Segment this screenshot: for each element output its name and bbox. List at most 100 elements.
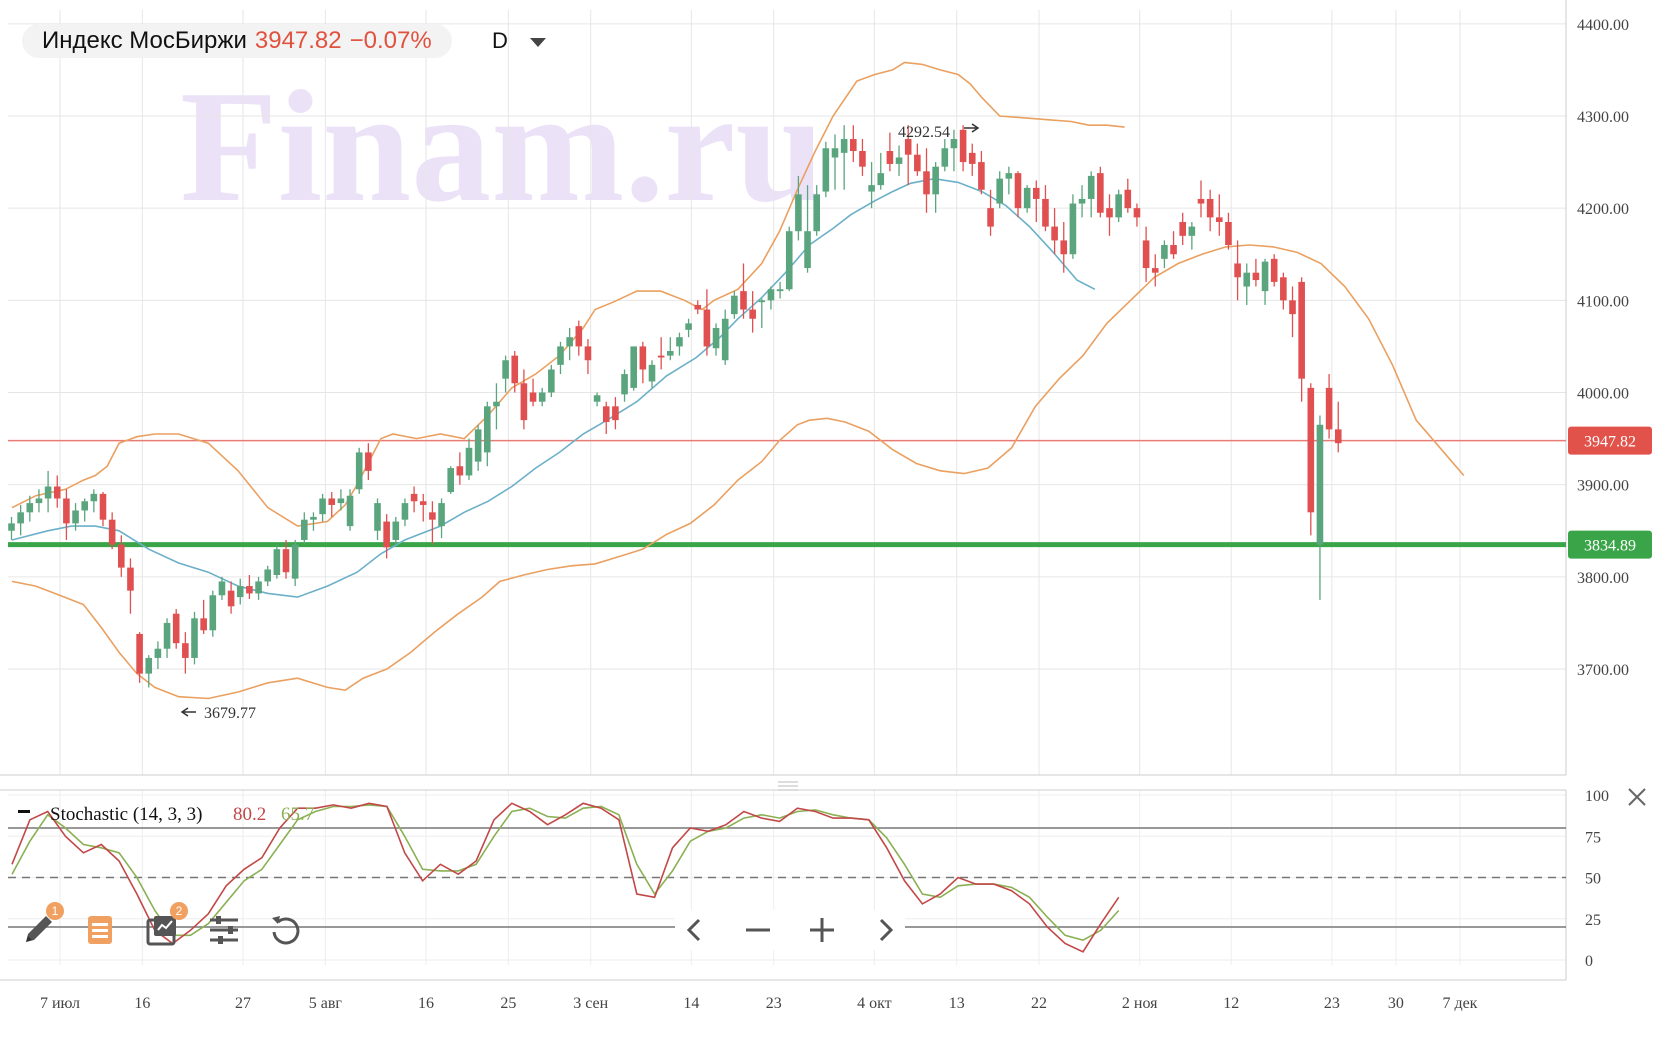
candle-down [282, 549, 290, 573]
candle-up [474, 429, 482, 462]
time-tick-label: 7 июл [40, 995, 80, 1012]
candle-down [1216, 217, 1223, 222]
low-label: 3679.77 [204, 705, 256, 722]
candle-down [108, 519, 116, 545]
candle-up [731, 295, 738, 315]
drawing-toolbar: 1 2 [18, 902, 306, 950]
time-tick-label: 16 [418, 995, 434, 1012]
candle-up [502, 360, 509, 379]
candle-up [676, 337, 683, 347]
candle-down [99, 493, 107, 520]
settings-tool-button[interactable] [204, 910, 244, 950]
candle-up [776, 289, 784, 292]
price-tick-label: 4300.00 [1577, 109, 1629, 126]
candle-up [630, 346, 637, 388]
time-tick-label: 25 [500, 995, 516, 1012]
candle-down [1270, 258, 1278, 282]
price-badge-support-label: 3834.89 [1584, 538, 1636, 555]
time-tick-label: 14 [683, 995, 699, 1012]
candle-up [758, 300, 766, 303]
candle-up [273, 549, 281, 575]
candle-down [182, 643, 189, 658]
bollinger-upper-line [11, 61, 1125, 527]
instrument-header[interactable]: Индекс МосБиржи 3947.82 −0.07% [22, 24, 452, 58]
zoom-in-icon[interactable] [802, 910, 842, 950]
time-tick-label: 30 [1388, 995, 1404, 1012]
candle-down [383, 521, 390, 548]
candle-down [328, 498, 336, 505]
stochastic-d-value: 65.7 [281, 804, 314, 825]
chevron-left-icon[interactable] [675, 910, 715, 950]
candle-down [1014, 173, 1022, 209]
candle-up [17, 512, 24, 524]
candle-down [1170, 245, 1177, 255]
candle-up [145, 657, 153, 674]
price-tick-label: 4100.00 [1577, 293, 1629, 310]
candle-up [447, 468, 454, 493]
layers-tool-button[interactable]: 2 [142, 902, 188, 950]
candle-up [154, 648, 162, 658]
candle-up [90, 493, 98, 502]
candle-down [978, 162, 985, 190]
price-tick-label: 4000.00 [1577, 386, 1629, 403]
stochastic-lines [11, 802, 1120, 953]
candle-up [236, 586, 244, 598]
price-badge-current: 3947.82 [1568, 426, 1652, 455]
chevron-down-icon[interactable] [530, 38, 546, 47]
candle-down [172, 613, 180, 644]
candle-down [1133, 208, 1141, 218]
candle-up [868, 185, 875, 192]
high-annotation: 4292.54 [898, 123, 980, 141]
chart-navigation [675, 910, 905, 950]
candle-down [429, 512, 436, 520]
pencil-tool-button[interactable]: 1 [18, 902, 64, 950]
candle-up [255, 581, 262, 594]
candle-up [1078, 198, 1086, 204]
main-grid [0, 0, 1567, 776]
reset-tool-button[interactable] [266, 910, 306, 950]
time-tick-label: 4 окт [857, 995, 892, 1012]
candle-down [740, 291, 747, 310]
candle-down [657, 355, 665, 358]
chevron-right-icon[interactable] [865, 910, 905, 950]
candle-down [246, 586, 253, 594]
pencil-badge: 1 [46, 902, 64, 920]
candle-up [337, 498, 345, 504]
candle-down [1042, 198, 1049, 227]
sliders-icon [210, 916, 238, 944]
candle-up [1087, 175, 1095, 199]
bollinger-bands [11, 61, 1465, 700]
candle-down [1142, 240, 1150, 269]
time-tick-label: 12 [1223, 995, 1239, 1012]
candle-up [767, 289, 775, 301]
list-icon [88, 916, 112, 944]
candle-up [932, 166, 939, 195]
zoom-out-icon[interactable] [738, 910, 778, 950]
candle-down [602, 406, 610, 422]
candle-up [72, 510, 79, 524]
candle-down [1197, 198, 1205, 204]
candle-down [1307, 387, 1315, 513]
candle-down [959, 129, 967, 163]
candle-up [438, 503, 445, 527]
list-tool-button[interactable] [80, 910, 120, 950]
reset-icon [272, 916, 300, 945]
pencil-icon [26, 916, 52, 942]
candle-up [81, 501, 88, 511]
candles [8, 125, 1342, 688]
candle-up [712, 327, 720, 349]
candle-down [127, 567, 134, 591]
pane-resize-handle[interactable] [778, 781, 798, 791]
watermark: Finam.ru [180, 57, 824, 235]
candle-up [264, 569, 271, 582]
moving-average-line [11, 177, 1096, 598]
candle-up [785, 231, 793, 290]
time-tick-label: 27 [235, 995, 251, 1012]
candle-up [291, 544, 299, 579]
timeframe-label[interactable]: D [492, 28, 508, 53]
candle-down [1060, 240, 1068, 255]
stochastic-tick-label: 25 [1585, 912, 1601, 929]
candle-down [914, 154, 921, 172]
stochastic-legend: Stochastic (14, 3, 3) 80.2 65.7 [18, 804, 314, 825]
close-icon[interactable] [1626, 786, 1648, 808]
